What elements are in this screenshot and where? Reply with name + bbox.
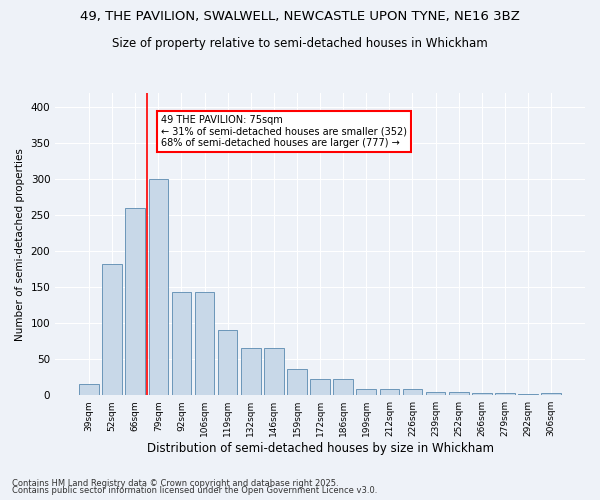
- Text: Size of property relative to semi-detached houses in Whickham: Size of property relative to semi-detach…: [112, 38, 488, 51]
- Bar: [195, 292, 214, 395]
- Bar: [403, 388, 422, 395]
- X-axis label: Distribution of semi-detached houses by size in Whickham: Distribution of semi-detached houses by …: [146, 442, 494, 455]
- Bar: [287, 368, 307, 395]
- Y-axis label: Number of semi-detached properties: Number of semi-detached properties: [15, 148, 25, 340]
- Bar: [264, 348, 284, 395]
- Text: 49, THE PAVILION, SWALWELL, NEWCASTLE UPON TYNE, NE16 3BZ: 49, THE PAVILION, SWALWELL, NEWCASTLE UP…: [80, 10, 520, 23]
- Bar: [241, 348, 260, 395]
- Bar: [79, 384, 99, 395]
- Bar: [125, 208, 145, 395]
- Bar: [495, 393, 515, 395]
- Bar: [449, 392, 469, 395]
- Bar: [103, 264, 122, 395]
- Bar: [472, 393, 491, 395]
- Bar: [356, 390, 376, 395]
- Text: Contains HM Land Registry data © Crown copyright and database right 2025.: Contains HM Land Registry data © Crown c…: [12, 478, 338, 488]
- Bar: [426, 392, 445, 395]
- Bar: [310, 380, 330, 395]
- Bar: [149, 180, 168, 395]
- Text: Contains public sector information licensed under the Open Government Licence v3: Contains public sector information licen…: [12, 486, 377, 495]
- Bar: [518, 394, 538, 395]
- Bar: [380, 388, 399, 395]
- Bar: [172, 292, 191, 395]
- Bar: [541, 393, 561, 395]
- Bar: [334, 380, 353, 395]
- Bar: [218, 330, 238, 395]
- Text: 49 THE PAVILION: 75sqm
← 31% of semi-detached houses are smaller (352)
68% of se: 49 THE PAVILION: 75sqm ← 31% of semi-det…: [161, 114, 407, 148]
